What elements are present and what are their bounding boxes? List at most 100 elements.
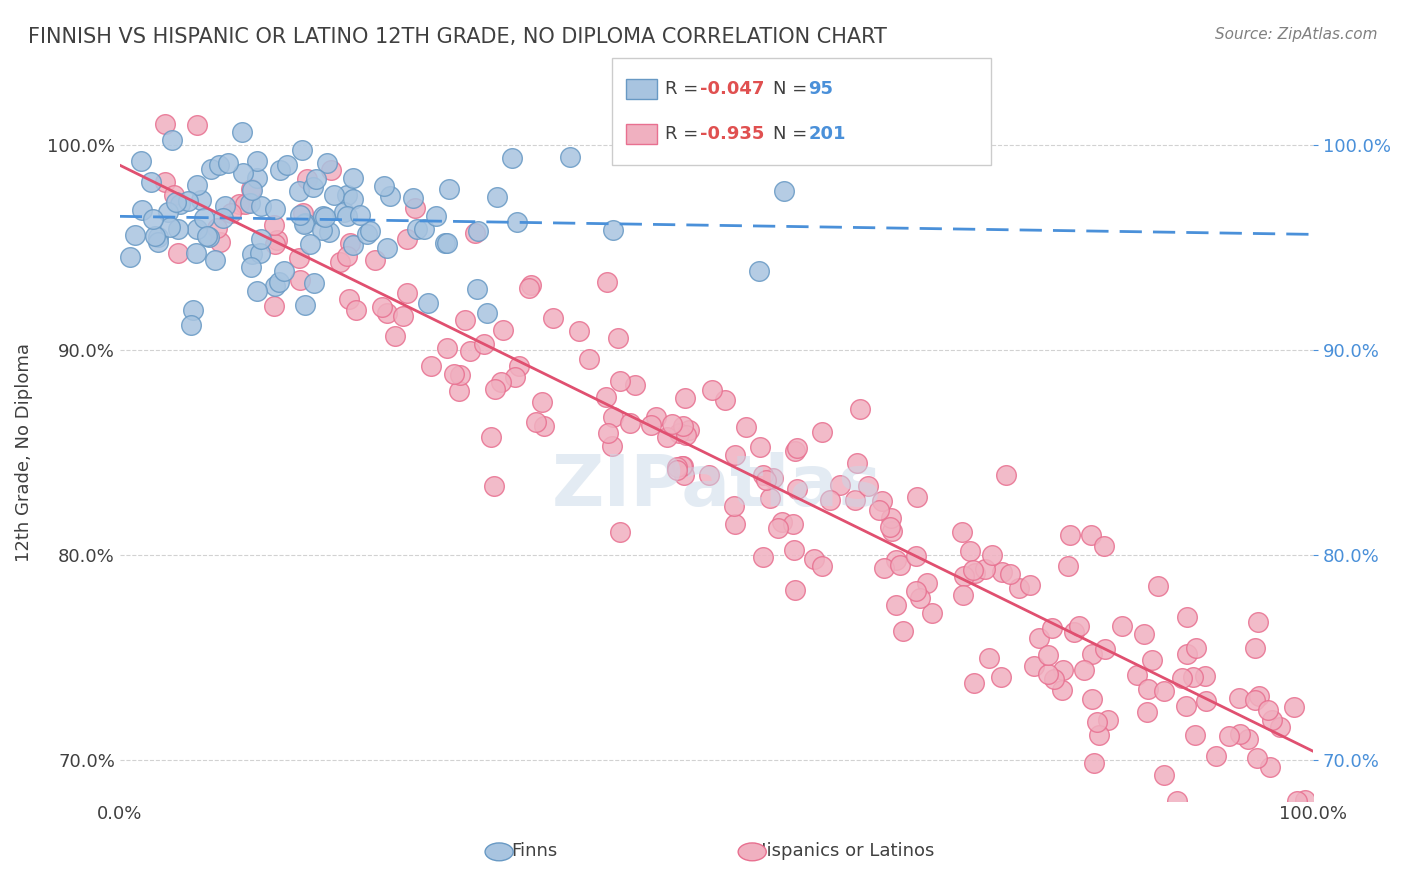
Point (846, 456, 869, 470)
Point (762, 471, 785, 485)
Point (186, 222, 208, 236)
Point (392, 310, 415, 324)
Point (870, 493, 893, 508)
Point (1094, 540, 1116, 554)
Point (288, 273, 311, 287)
Point (1184, 727, 1206, 741)
Point (952, 589, 974, 603)
Point (963, 566, 986, 580)
Point (364, 253, 387, 268)
Point (595, 390, 617, 404)
Point (165, 195, 187, 210)
Point (1261, 713, 1284, 727)
Point (212, 211, 235, 226)
Point (329, 254, 352, 268)
Point (485, 190, 508, 204)
Point (180, 318, 202, 333)
Point (344, 302, 367, 317)
Point (889, 558, 911, 573)
Point (828, 478, 851, 492)
Point (884, 598, 907, 612)
Text: ZIPatlas: ZIPatlas (551, 452, 882, 522)
Point (295, 172, 318, 186)
Text: FINNISH VS HISPANIC OR LATINO 12TH GRADE, NO DIPLOMA CORRELATION CHART: FINNISH VS HISPANIC OR LATINO 12TH GRADE… (28, 27, 887, 46)
Point (675, 428, 697, 442)
Text: -0.935: -0.935 (700, 125, 765, 143)
Point (419, 359, 441, 373)
Point (208, 235, 231, 249)
Point (963, 675, 986, 690)
Point (169, 197, 191, 211)
Point (578, 351, 600, 366)
Point (1153, 768, 1175, 782)
Point (1244, 693, 1267, 707)
Point (723, 499, 745, 513)
Point (541, 310, 564, 325)
Point (181, 303, 204, 318)
Point (375, 240, 398, 254)
Point (454, 313, 477, 327)
Point (436, 235, 458, 250)
Point (264, 278, 287, 293)
Point (602, 222, 624, 236)
Point (266, 233, 288, 247)
Point (755, 473, 778, 487)
Point (291, 143, 314, 157)
Point (759, 491, 782, 505)
Point (530, 394, 553, 409)
Point (228, 197, 250, 211)
Point (406, 222, 429, 236)
Point (506, 215, 529, 229)
Point (404, 201, 426, 215)
Point (609, 374, 631, 388)
Point (434, 235, 457, 250)
Point (142, 212, 165, 227)
Point (186, 178, 208, 192)
Point (356, 227, 378, 241)
Point (339, 235, 361, 250)
Point (264, 236, 287, 251)
Text: 201: 201 (808, 125, 846, 143)
Point (724, 448, 747, 462)
Text: Hispanics or Latinos: Hispanics or Latinos (752, 842, 935, 860)
Point (974, 562, 997, 576)
Point (672, 459, 695, 474)
Point (143, 229, 166, 244)
Point (595, 275, 617, 289)
Point (1087, 728, 1109, 742)
Point (644, 410, 666, 425)
Point (1137, 681, 1160, 696)
Point (1166, 794, 1188, 808)
Point (1247, 689, 1270, 703)
Point (1057, 558, 1080, 573)
Point (1036, 648, 1059, 662)
Point (879, 519, 901, 533)
Point (1022, 659, 1045, 673)
Point (156, 205, 179, 219)
Point (786, 442, 808, 456)
Point (640, 417, 662, 432)
Point (600, 439, 623, 453)
Point (697, 468, 720, 483)
Text: 95: 95 (808, 80, 834, 98)
Point (250, 199, 273, 213)
Point (162, 133, 184, 147)
Point (384, 329, 406, 343)
Point (359, 224, 381, 238)
Point (484, 478, 506, 492)
Point (602, 410, 624, 425)
Point (239, 195, 262, 210)
Point (1175, 699, 1198, 714)
Point (233, 197, 256, 211)
Point (980, 548, 1002, 562)
Point (675, 391, 697, 405)
Point (186, 118, 208, 132)
Point (1040, 621, 1063, 635)
Point (436, 341, 458, 355)
Point (501, 151, 523, 165)
Point (465, 282, 488, 296)
Point (803, 551, 825, 566)
Point (166, 246, 188, 260)
Point (219, 205, 242, 219)
Point (1059, 527, 1081, 541)
